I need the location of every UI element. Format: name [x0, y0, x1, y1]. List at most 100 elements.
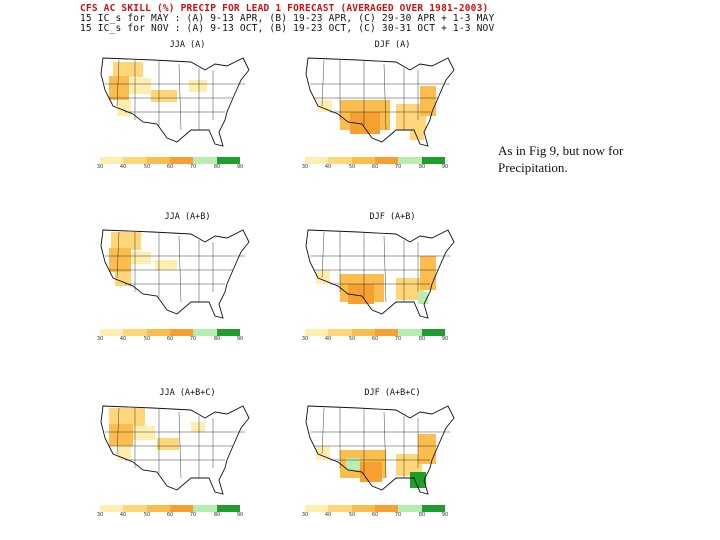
- colorbar: [100, 329, 240, 336]
- colorbar-ticks: 30 40 50 60 70 80 90: [90, 512, 250, 522]
- panel-title: DJF (A+B): [369, 212, 416, 222]
- us-skill-map: [305, 229, 455, 319]
- colorbar: [305, 505, 445, 512]
- tick-label: 80: [418, 164, 426, 170]
- panel-djf-a: DJF (A) 30 40 50 60 70 80 90: [295, 40, 490, 190]
- colorbar-segment: [216, 329, 240, 336]
- colorbar-ticks: 30 40 50 60 70 80 90: [295, 164, 455, 174]
- tick-label: 30: [301, 512, 309, 518]
- tick-label: 90: [441, 336, 449, 342]
- colorbar-segment: [100, 329, 124, 336]
- colorbar: [100, 505, 240, 512]
- tick-label: 60: [166, 512, 174, 518]
- tick-label: 70: [394, 336, 402, 342]
- colorbar-segment: [305, 329, 329, 336]
- colorbar-segment: [351, 157, 375, 164]
- panel-title: JJA (A): [169, 40, 206, 50]
- colorbar-ticks: 30 40 50 60 70 80 90: [90, 164, 250, 174]
- colorbar-segment: [146, 157, 170, 164]
- panel-jja-a: JJA (A) 30 40 50 60 70 80 90: [90, 40, 285, 190]
- tick-label: 90: [441, 164, 449, 170]
- tick-label: 40: [119, 512, 127, 518]
- tick-label: 70: [189, 164, 197, 170]
- tick-label: 70: [394, 512, 402, 518]
- tick-label: 50: [348, 512, 356, 518]
- colorbar-ticks: 30 40 50 60 70 80 90: [295, 336, 455, 346]
- tick-label: 80: [418, 512, 426, 518]
- colorbar-segment: [193, 505, 217, 512]
- colorbar-segment: [374, 157, 399, 164]
- tick-label: 90: [441, 512, 449, 518]
- tick-label: 30: [96, 164, 104, 170]
- colorbar-segment: [169, 157, 194, 164]
- skill-shading: [316, 256, 436, 304]
- tick-label: 60: [371, 164, 379, 170]
- colorbar-segment: [421, 157, 445, 164]
- figure-header-may-ics: 15 IC_s for MAY : (A) 9-13 APR, (B) 19-2…: [80, 13, 495, 24]
- us-skill-map: [305, 405, 455, 495]
- colorbar-segment: [328, 329, 352, 336]
- colorbar-segment: [193, 329, 217, 336]
- colorbar-segment: [193, 157, 217, 164]
- panel-title: JJA (A+B+C): [159, 388, 216, 398]
- tick-label: 40: [119, 164, 127, 170]
- colorbar-segment: [146, 329, 170, 336]
- figure-header-nov-ics: 15 IC_s for NOV : (A) 9-13 OCT, (B) 19-2…: [80, 23, 495, 34]
- tick-label: 30: [301, 336, 309, 342]
- colorbar-segment: [123, 505, 147, 512]
- tick-label: 60: [166, 336, 174, 342]
- colorbar-segment: [100, 505, 124, 512]
- colorbar-segment: [421, 329, 445, 336]
- tick-label: 60: [166, 164, 174, 170]
- us-skill-map: [100, 405, 250, 495]
- tick-label: 90: [236, 336, 244, 342]
- panel-title: JJA (A+B): [164, 212, 211, 222]
- panel-jja-abc: JJA (A+B+C) 30 40 50 60 70 80 90: [90, 388, 285, 538]
- colorbar-segment: [216, 157, 240, 164]
- tick-label: 30: [301, 164, 309, 170]
- panel-djf-ab: DJF (A+B) 30 40 50 60 70 80 90: [295, 212, 490, 362]
- us-skill-map: [100, 229, 250, 319]
- panel-title: DJF (A): [374, 40, 411, 50]
- colorbar-segment: [328, 157, 352, 164]
- tick-label: 80: [213, 164, 221, 170]
- tick-label: 60: [371, 336, 379, 342]
- colorbar-ticks: 30 40 50 60 70 80 90: [295, 512, 455, 522]
- colorbar-segment: [351, 505, 375, 512]
- tick-label: 40: [324, 336, 332, 342]
- skill-shading: [109, 232, 177, 286]
- colorbar-segment: [374, 505, 399, 512]
- skill-shading: [318, 86, 436, 140]
- tick-label: 50: [143, 164, 151, 170]
- tick-label: 40: [324, 512, 332, 518]
- tick-label: 50: [143, 336, 151, 342]
- us-skill-map: [305, 57, 455, 147]
- colorbar-segment: [398, 157, 422, 164]
- skill-shading: [109, 408, 205, 460]
- tick-label: 50: [348, 164, 356, 170]
- tick-label: 50: [348, 336, 356, 342]
- colorbar-segment: [398, 505, 422, 512]
- tick-label: 30: [96, 336, 104, 342]
- colorbar: [100, 157, 240, 164]
- colorbar-segment: [146, 505, 170, 512]
- colorbar-segment: [398, 329, 422, 336]
- tick-label: 40: [324, 164, 332, 170]
- colorbar-segment: [100, 157, 124, 164]
- colorbar: [305, 329, 445, 336]
- tick-label: 90: [236, 164, 244, 170]
- tick-label: 80: [213, 336, 221, 342]
- colorbar-segment: [169, 329, 194, 336]
- tick-label: 80: [213, 512, 221, 518]
- figure-caption: As in Fig 9, but now for Precipitation.: [498, 143, 624, 175]
- colorbar-segment: [305, 505, 329, 512]
- colorbar-segment: [374, 329, 399, 336]
- colorbar-segment: [169, 505, 194, 512]
- panel-jja-ab: JJA (A+B) 30 40 50 60 70 80 90: [90, 212, 285, 362]
- colorbar-segment: [421, 505, 445, 512]
- colorbar-segment: [216, 505, 240, 512]
- panel-djf-abc: DJF (A+B+C) 30 40 50 60 70 80 90: [295, 388, 490, 538]
- panel-title: DJF (A+B+C): [364, 388, 421, 398]
- tick-label: 70: [189, 336, 197, 342]
- colorbar-segment: [305, 157, 329, 164]
